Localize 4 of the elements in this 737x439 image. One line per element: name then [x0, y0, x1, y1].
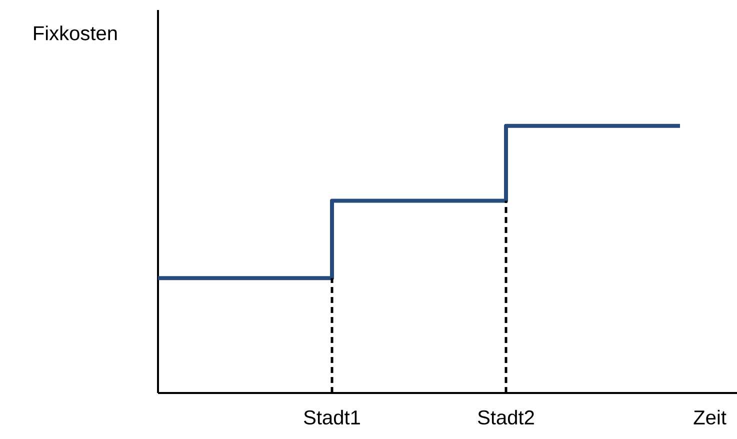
x-tick-label: Stadt1 — [304, 410, 360, 425]
x-tick-label: Stadt2 — [478, 410, 534, 425]
y-axis-title: Fixkosten — [34, 26, 117, 40]
x-axis-title: Zeit — [694, 410, 726, 425]
